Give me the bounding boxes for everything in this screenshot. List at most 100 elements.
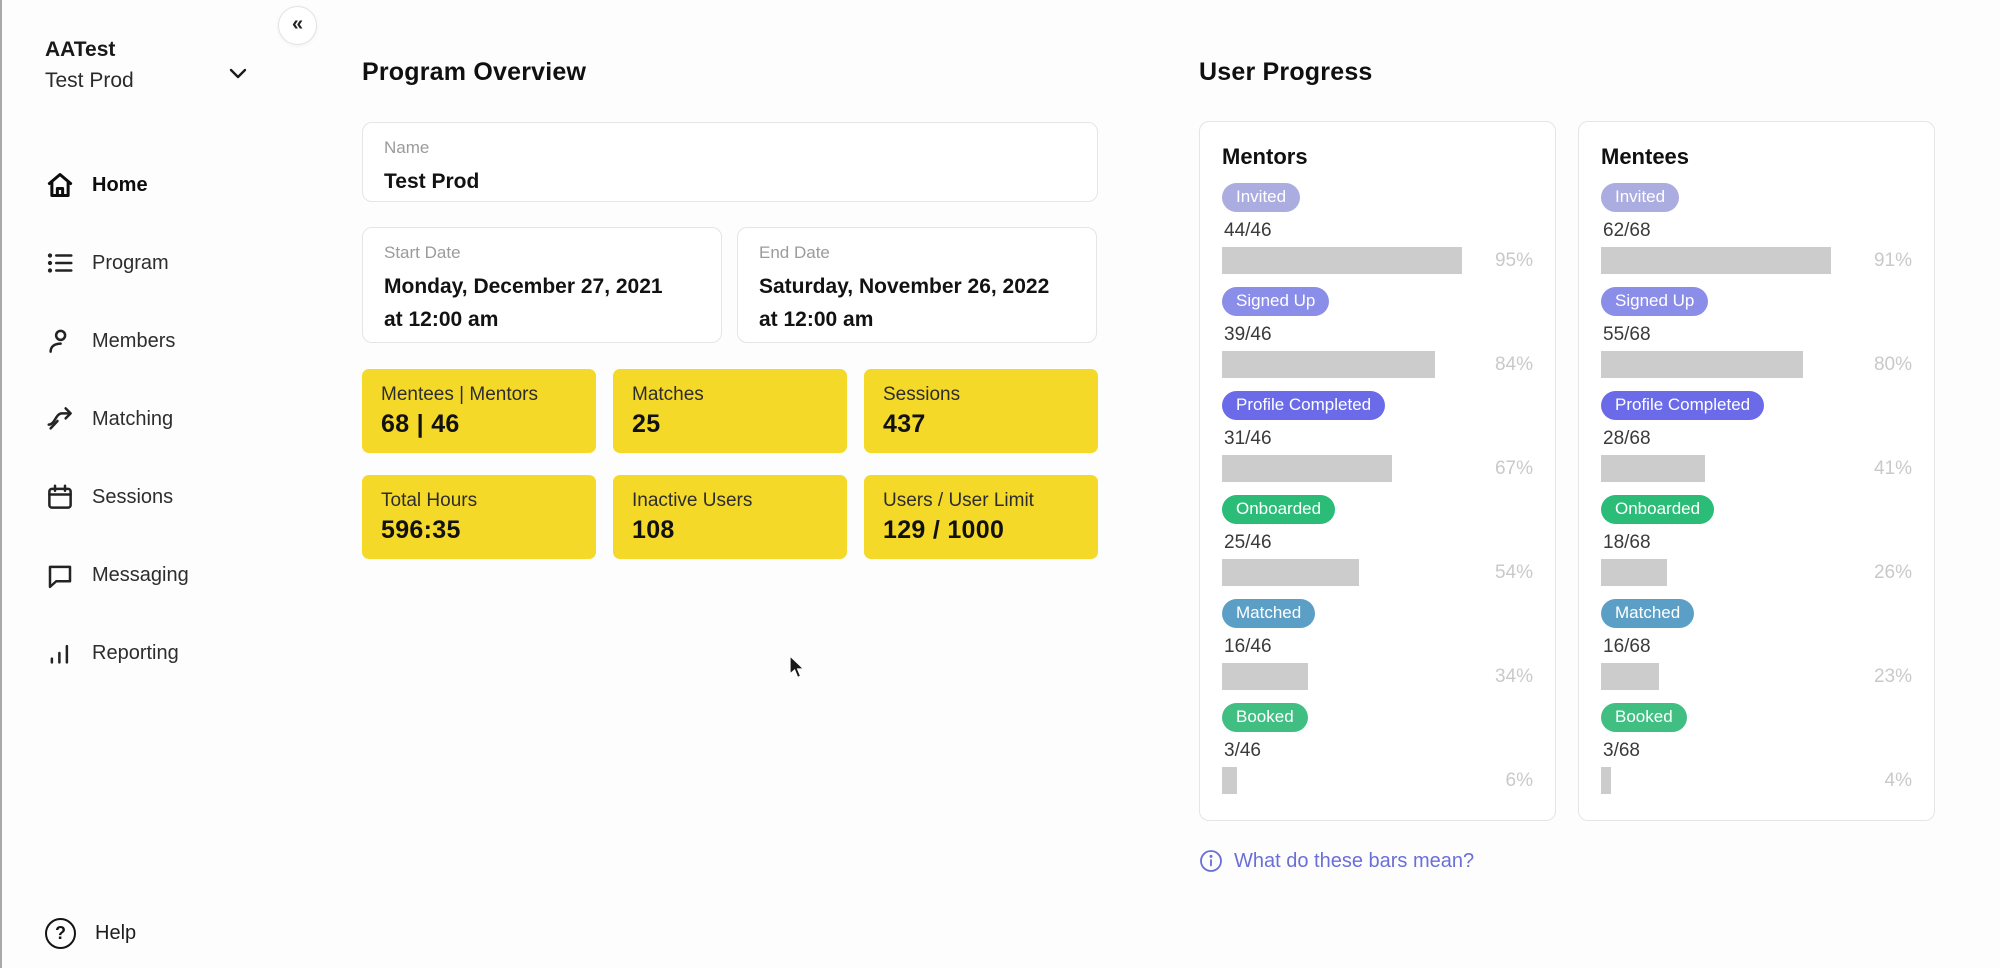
- collapse-sidebar-icon: «: [291, 12, 304, 35]
- progress-group-title: Mentees: [1601, 144, 1690, 169]
- stage-bar-fill: [1222, 663, 1309, 690]
- mouse-cursor: [789, 655, 806, 679]
- bars-info-link[interactable]: What do these bars mean?: [1199, 849, 1935, 873]
- end-date-field[interactable]: End Date Saturday, November 26, 2022 at …: [737, 227, 1097, 343]
- stage-bar-row: 6%: [1222, 767, 1533, 794]
- stage-count: 3/68: [1603, 740, 1640, 761]
- sidebar-item-matching[interactable]: Matching: [0, 380, 300, 458]
- program-switcher-labels: AATest Test Prod: [45, 38, 134, 93]
- start-date-field[interactable]: Start Date Monday, December 27, 2021 at …: [362, 227, 722, 343]
- end-date-label: End Date: [759, 243, 830, 262]
- stage-percent: 84%: [1494, 353, 1533, 375]
- stage-bar-fill: [1222, 247, 1463, 274]
- stat-label: Inactive Users: [632, 490, 753, 511]
- stage-count: 55/68: [1603, 324, 1651, 345]
- sidebar-item-program[interactable]: Program: [0, 224, 300, 302]
- stage-bar: [1222, 351, 1475, 378]
- sidebar-item-members[interactable]: Members: [0, 302, 300, 380]
- stat-card-users-user-limit: Users / User Limit 129 / 1000: [864, 475, 1098, 559]
- stage-badge: Profile Completed: [1601, 391, 1765, 420]
- progress-stage: Onboarded 18/68 26%: [1601, 495, 1912, 586]
- program-name: Test Prod: [45, 69, 134, 92]
- stat-value: 25: [632, 410, 661, 438]
- calendar-icon: [45, 482, 75, 512]
- stage-badge: Matched: [1601, 599, 1695, 628]
- stat-value: 68 | 46: [381, 410, 460, 438]
- stat-card-total-hours: Total Hours 596:35: [362, 475, 596, 559]
- stage-bar-row: 91%: [1601, 247, 1912, 274]
- progress-group-title: Mentors: [1222, 144, 1308, 169]
- stat-card-mentees-mentors: Mentees | Mentors 68 | 46: [362, 369, 596, 453]
- sidebar-item-reporting[interactable]: Reporting: [0, 614, 300, 692]
- window-left-edge: [0, 0, 2, 968]
- stage-bar: [1601, 455, 1854, 482]
- stat-label: Users / User Limit: [883, 490, 1034, 511]
- bar-chart-icon: [45, 638, 75, 668]
- stage-bar-row: 23%: [1601, 663, 1912, 690]
- sidebar-item-messaging[interactable]: Messaging: [0, 536, 300, 614]
- stage-badge: Onboarded: [1222, 495, 1336, 524]
- sidebar-collapse-button[interactable]: «: [278, 6, 317, 45]
- stat-value: 129 / 1000: [883, 516, 1005, 544]
- stage-count: 3/46: [1224, 740, 1261, 761]
- program-switcher[interactable]: AATest Test Prod: [45, 38, 250, 93]
- stat-value: 437: [883, 410, 926, 438]
- stage-percent: 23%: [1873, 665, 1912, 687]
- stage-badge: Profile Completed: [1222, 391, 1386, 420]
- match-arrow-icon: [45, 404, 75, 434]
- stage-badge: Onboarded: [1601, 495, 1715, 524]
- program-overview-title: Program Overview: [362, 58, 587, 86]
- stage-bar-fill: [1601, 767, 1612, 794]
- chat-bubble-icon: [45, 560, 75, 590]
- stage-bar: [1222, 663, 1475, 690]
- program-stats-grid: Mentees | Mentors 68 | 46 Matches 25 Ses…: [362, 369, 1098, 559]
- help-button[interactable]: ? Help: [45, 918, 136, 949]
- list-icon: [45, 248, 75, 278]
- stage-percent: 4%: [1884, 769, 1912, 791]
- stage-bar-row: 54%: [1222, 559, 1533, 586]
- name-field-value: Test Prod: [384, 170, 480, 193]
- stage-bar-fill: [1222, 767, 1238, 794]
- stage-badge: Matched: [1222, 599, 1316, 628]
- progress-groups: Mentors Invited 44/46 95% Signed Up 39/4…: [1199, 121, 1935, 821]
- sidebar-item-sessions[interactable]: Sessions: [0, 458, 300, 536]
- stage-percent: 95%: [1494, 249, 1533, 271]
- stage-count: 31/46: [1224, 428, 1272, 449]
- progress-stage: Profile Completed 28/68 41%: [1601, 391, 1912, 482]
- stage-percent: 6%: [1505, 769, 1533, 791]
- stage-bar-row: 84%: [1222, 351, 1533, 378]
- stage-count: 39/46: [1224, 324, 1272, 345]
- stage-count: 16/46: [1224, 636, 1272, 657]
- progress-stage: Booked 3/68 4%: [1601, 703, 1912, 794]
- stage-badge: Booked: [1601, 703, 1687, 732]
- bars-info-link-label: What do these bars mean?: [1234, 849, 1475, 872]
- stat-label: Mentees | Mentors: [381, 384, 539, 405]
- progress-stage: Matched 16/68 23%: [1601, 599, 1912, 690]
- sidebar-nav: Home Program Members Matching Sessions M…: [0, 146, 300, 692]
- start-date-value: Monday, December 27, 2021 at 12:00 am: [384, 275, 663, 331]
- stat-card-matches: Matches 25: [613, 369, 847, 453]
- stage-bar-row: 4%: [1601, 767, 1912, 794]
- mentors-card: Mentors Invited 44/46 95% Signed Up 39/4…: [1199, 121, 1556, 821]
- info-icon: [1200, 850, 1222, 872]
- stat-value: 108: [632, 516, 675, 544]
- stage-bar-fill: [1601, 455, 1705, 482]
- start-date-label: Start Date: [384, 243, 461, 262]
- stage-bar-fill: [1601, 351, 1804, 378]
- person-icon: [45, 326, 75, 356]
- program-name-field[interactable]: Name Test Prod: [362, 122, 1098, 202]
- help-icon: ?: [45, 918, 76, 949]
- sidebar-item-home[interactable]: Home: [0, 146, 300, 224]
- stage-badge: Invited: [1601, 183, 1680, 212]
- stage-bar-row: 67%: [1222, 455, 1533, 482]
- progress-stage: Invited 62/68 91%: [1601, 183, 1912, 274]
- progress-stage: Matched 16/46 34%: [1222, 599, 1533, 690]
- stat-card-inactive-users: Inactive Users 108: [613, 475, 847, 559]
- stage-bar-fill: [1222, 455, 1392, 482]
- name-field-label: Name: [384, 138, 430, 157]
- stage-percent: 67%: [1494, 457, 1533, 479]
- stage-bar-fill: [1601, 247, 1832, 274]
- stage-list: Invited 62/68 91% Signed Up 55/68 80% Pr…: [1601, 183, 1912, 794]
- stage-percent: 26%: [1873, 561, 1912, 583]
- stage-bar-row: 41%: [1601, 455, 1912, 482]
